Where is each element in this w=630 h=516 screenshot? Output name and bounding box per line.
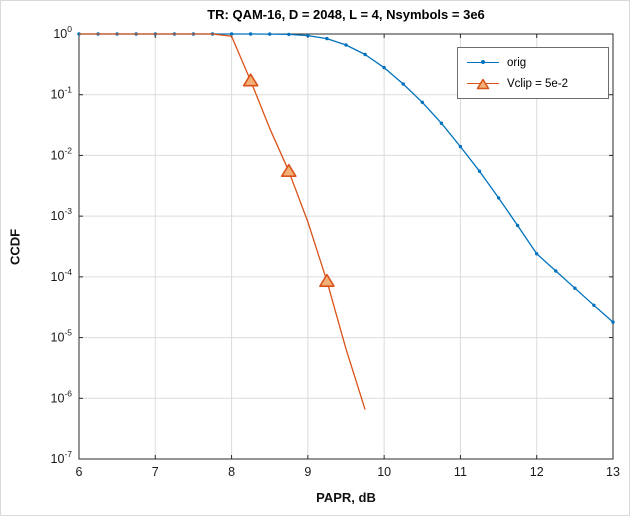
svg-text:13: 13 — [606, 465, 620, 479]
svg-text:8: 8 — [228, 465, 235, 479]
dot-marker-icon — [481, 60, 485, 65]
svg-text:7: 7 — [152, 465, 159, 479]
svg-text:9: 9 — [304, 465, 311, 479]
legend-label-orig: orig — [507, 56, 527, 69]
triangle-marker-icon — [476, 78, 490, 90]
svg-text:10-3: 10-3 — [51, 206, 73, 223]
legend[interactable]: orig Vclip = 5e-2 — [457, 47, 609, 99]
svg-text:10-7: 10-7 — [51, 449, 73, 466]
svg-text:10-4: 10-4 — [51, 267, 73, 284]
svg-text:10-1: 10-1 — [51, 85, 73, 102]
svg-text:10: 10 — [377, 465, 391, 479]
x-axis-label: PAPR, dB — [316, 490, 376, 505]
svg-text:11: 11 — [454, 465, 467, 479]
svg-text:10-5: 10-5 — [51, 328, 73, 345]
legend-line-vclip — [467, 78, 499, 90]
legend-label-vclip: Vclip = 5e-2 — [507, 77, 569, 90]
svg-text:100: 100 — [53, 24, 72, 41]
svg-text:6: 6 — [76, 465, 83, 479]
legend-line-orig — [467, 60, 499, 65]
legend-entry-orig[interactable]: orig — [458, 52, 608, 73]
chart-title: TR: QAM-16, D = 2048, L = 4, Nsymbols = … — [207, 7, 485, 22]
svg-text:12: 12 — [530, 465, 544, 479]
svg-text:10-2: 10-2 — [51, 145, 73, 162]
svg-text:10-6: 10-6 — [51, 388, 73, 405]
legend-entry-vclip[interactable]: Vclip = 5e-2 — [458, 73, 608, 94]
